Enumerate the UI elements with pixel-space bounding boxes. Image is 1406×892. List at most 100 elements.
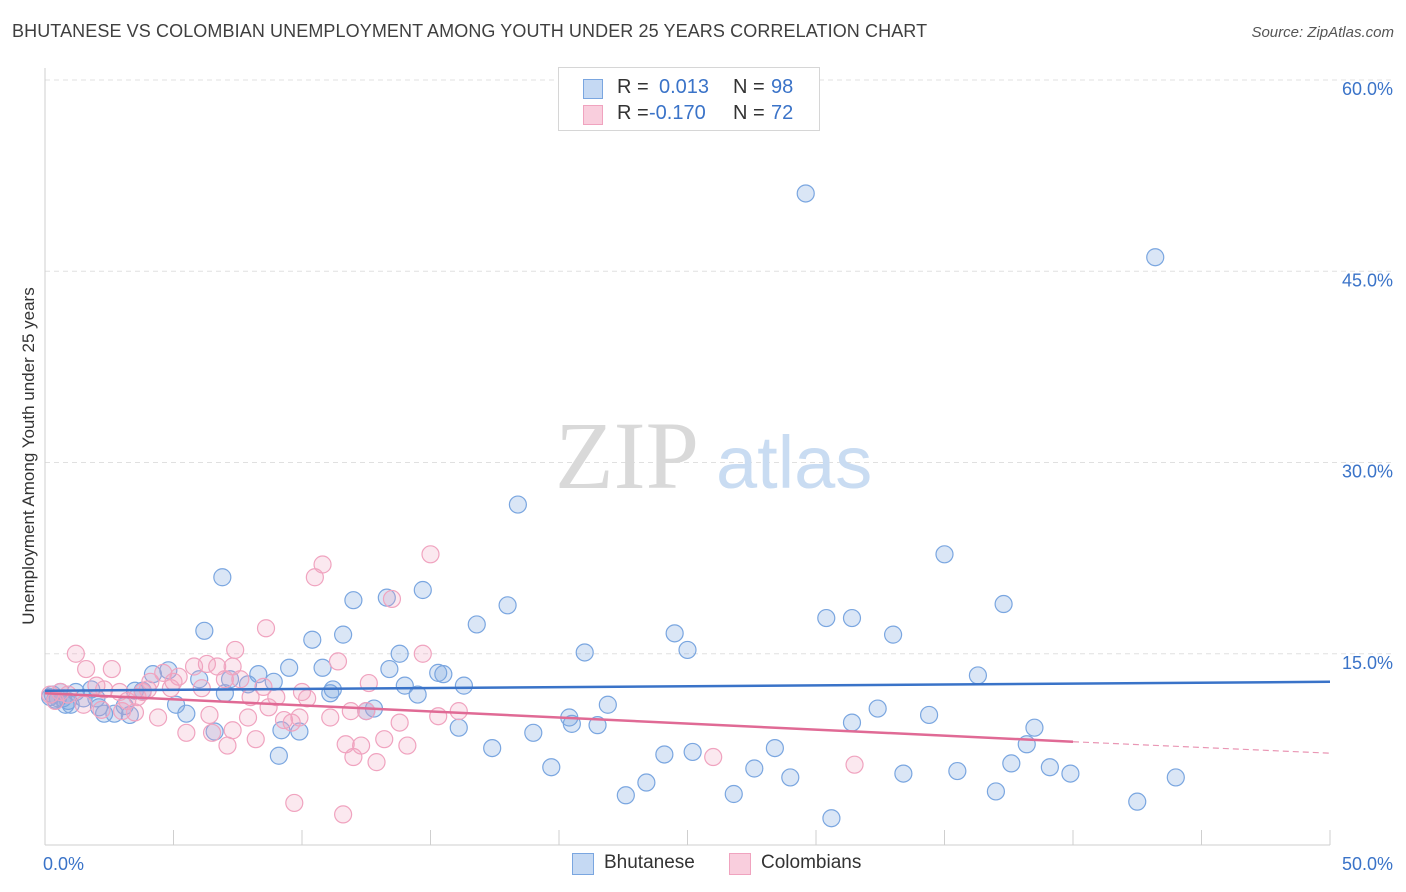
bhutanese-point: [919, 705, 939, 725]
colombians-point: [77, 659, 96, 679]
colombians-point: [112, 702, 132, 721]
colombians-points: [41, 545, 864, 824]
bhutanese-point: [380, 659, 399, 679]
colombians-point: [704, 747, 723, 767]
bhutanese-point: [303, 630, 322, 649]
axes: [44, 68, 1331, 846]
gridlines: [45, 79, 1394, 655]
bhutanese-point: [616, 786, 635, 805]
bhutanese-point: [195, 621, 214, 640]
source-credit: Source: ZipAtlas.com: [1251, 24, 1394, 41]
colombians-point: [164, 672, 183, 691]
colombians-point: [226, 640, 245, 660]
bhutanese-point: [588, 716, 607, 735]
bhutanese-point: [498, 596, 517, 615]
bhutanese-point: [678, 640, 697, 660]
y-tick-labels: 15.0% 30.0% 45.0% 60.0%: [1342, 79, 1393, 673]
trend-lines: [44, 680, 1331, 754]
bhutanese-point: [745, 759, 764, 778]
bhutanese-point: [483, 738, 502, 758]
legend-r-label: R =: [617, 76, 649, 98]
colombians-point: [102, 659, 121, 679]
bhutanese-point: [449, 718, 468, 737]
bhutanese-point: [1002, 754, 1021, 773]
bhutanese-point: [1166, 768, 1185, 787]
y-tick-label: 45.0%: [1342, 270, 1393, 290]
legend-r-label: R =: [617, 102, 649, 124]
x-tick-label: 0.0%: [43, 854, 84, 874]
bhutanese-point: [454, 676, 474, 695]
bhutanese-point: [562, 714, 581, 733]
colombians-point: [200, 705, 219, 725]
bhutanese-point: [408, 685, 427, 704]
colombians-trend-line: [44, 692, 1074, 743]
colombians-point: [133, 682, 152, 702]
y-tick-label: 15.0%: [1342, 653, 1393, 673]
bhutanese-trend-line: [44, 680, 1331, 692]
bottom-legend-label: Bhutanese: [604, 852, 695, 873]
bottom-legend-label: Colombians: [761, 852, 862, 873]
colombians-point: [375, 730, 394, 749]
colombians-point: [382, 589, 402, 609]
bhutanese-point: [637, 773, 656, 792]
colombians-point: [92, 700, 111, 719]
bhutanese-point: [683, 742, 702, 762]
bhutanese-point: [842, 713, 862, 732]
colombians-point: [321, 708, 340, 727]
colombians-point: [352, 736, 371, 755]
legend-n-label: N =: [733, 102, 765, 124]
watermark-zip: ZIP: [555, 402, 699, 509]
bhutanese-point: [334, 625, 353, 644]
colombians-point: [357, 702, 376, 721]
bhutanese-point: [986, 782, 1006, 801]
bhutanese-point: [817, 608, 836, 628]
colombians-point: [398, 736, 417, 755]
bhutanese-point: [508, 495, 527, 514]
bhutanese-point: [575, 643, 594, 662]
colombians-point: [449, 702, 468, 721]
watermark-atlas: atlas: [716, 421, 872, 504]
colombians-point: [421, 545, 440, 564]
bhutanese-point: [665, 624, 684, 643]
colombians-point: [845, 755, 864, 774]
bhutanese-point: [177, 704, 196, 723]
bhutanese-point: [883, 625, 903, 644]
bhutanese-point: [994, 594, 1013, 614]
bhutanese-point: [598, 695, 617, 714]
legend-n-value: 72: [771, 102, 794, 124]
bhutanese-point: [1040, 758, 1059, 777]
bhutanese-point: [313, 658, 332, 677]
bhutanese-point: [842, 608, 862, 628]
colombians-point: [154, 663, 173, 682]
colombians-point: [223, 721, 242, 740]
bhutanese-point: [948, 761, 967, 781]
bhutanese-point: [781, 768, 800, 787]
bhutanese-point: [1128, 792, 1147, 811]
colombians-point: [177, 723, 196, 742]
bhutanese-point: [724, 784, 743, 804]
colombians-point: [290, 708, 309, 727]
bottom-legend-swatch-bhutanese: [572, 853, 594, 875]
colombians-point: [202, 723, 222, 742]
legend-n-value: 98: [771, 76, 794, 98]
legend-swatch-bhutanese: [583, 79, 603, 99]
chart-title: BHUTANESE VS COLOMBIAN UNEMPLOYMENT AMON…: [12, 21, 928, 41]
bhutanese-point: [1061, 764, 1080, 783]
legend-r-value: 0.013: [659, 76, 710, 98]
bottom-legend-swatch-colombians: [729, 853, 751, 875]
legend-r-value: -0.170: [649, 102, 706, 124]
correlation-legend: R = 0.013 N = 98 R = -0.170 N = 72: [558, 67, 820, 131]
bhutanese-point: [796, 184, 815, 203]
bhutanese-point: [655, 745, 674, 764]
colombians-point: [192, 679, 211, 698]
bhutanese-point: [968, 666, 988, 685]
colombians-point: [169, 667, 188, 686]
bhutanese-point: [159, 661, 178, 680]
legend-swatch-colombians: [583, 105, 603, 125]
bhutanese-point: [269, 746, 288, 765]
y-axis-label: Unemployment Among Youth under 25 years: [19, 287, 38, 625]
colombians-point: [231, 670, 250, 689]
colombians-point: [413, 644, 432, 663]
bhutanese-point: [935, 545, 954, 564]
x-tick-labels: 0.0% 50.0%: [43, 854, 1393, 874]
